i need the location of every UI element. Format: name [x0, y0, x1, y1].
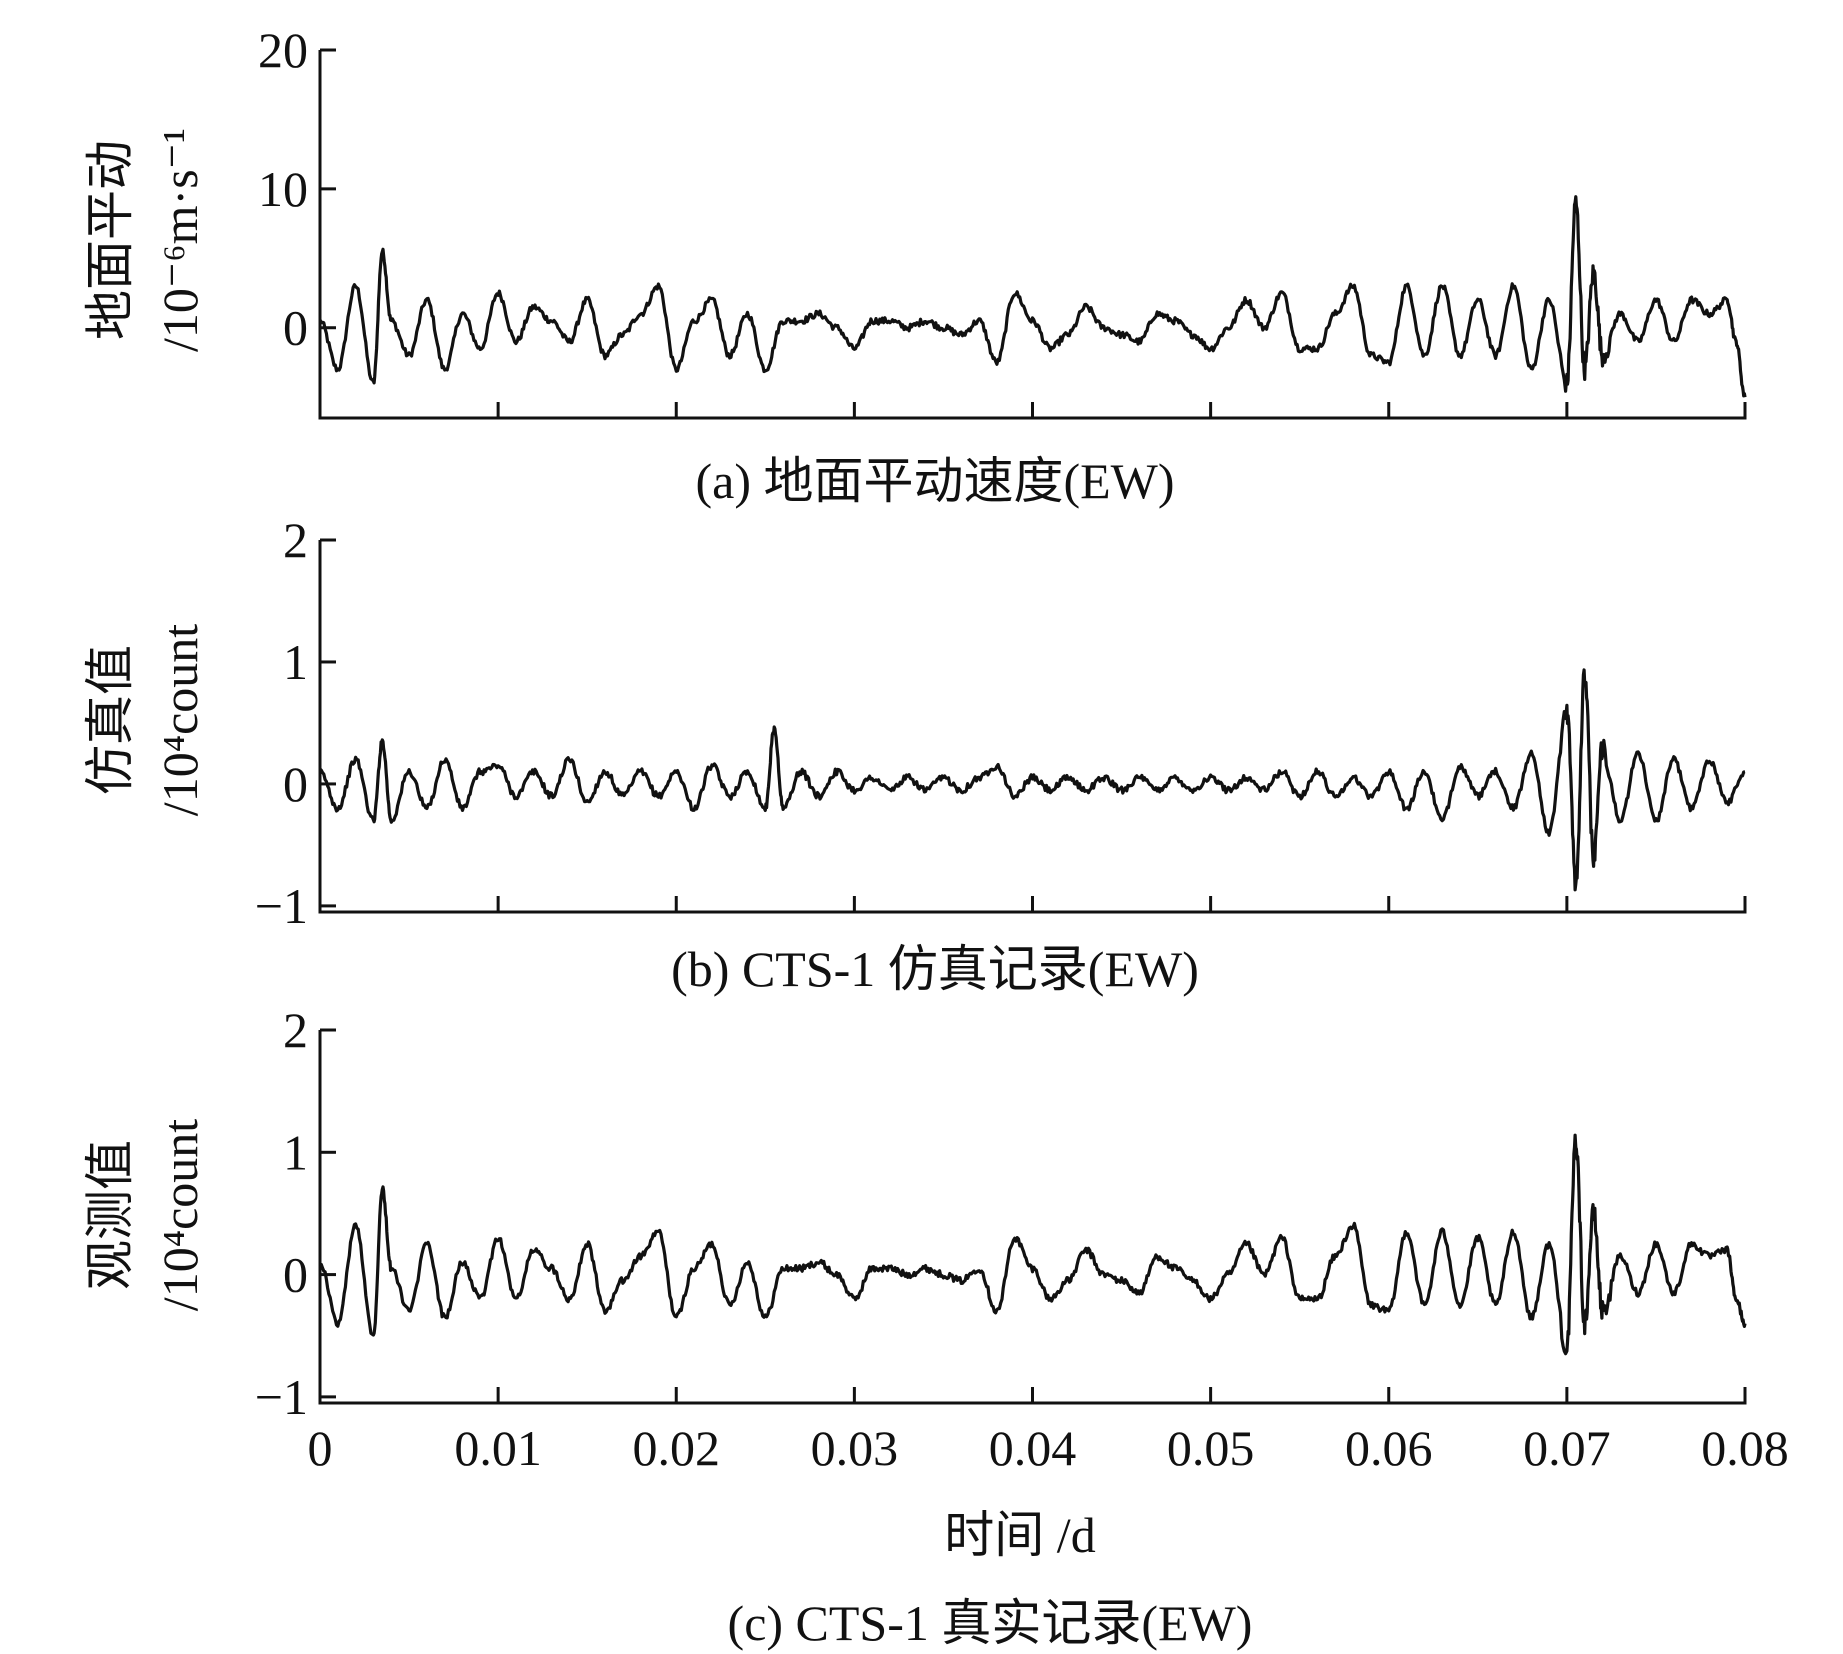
panel-a-axes: [318, 50, 1747, 420]
panel-b-ytick-label: −1: [255, 878, 308, 934]
panel-a-caption: (a) 地面平动速度(EW): [695, 453, 1174, 509]
panel-c: 观测值 /10⁴count 时间 /d (c) CTS-1 真实记录(EW) −…: [82, 1002, 1789, 1651]
panel-c-xtick-label: 0: [308, 1420, 333, 1476]
panel-c-xtick-label: 0.08: [1701, 1420, 1789, 1476]
panel-c-xtick-label: 0.03: [811, 1420, 899, 1476]
panel-c-xtick-label: 0.04: [989, 1420, 1077, 1476]
panel-a: 地面平动 /10⁻⁶m·s⁻¹ (a) 地面平动速度(EW) 0 10 20: [82, 22, 1747, 509]
panel-a-yunit: /10⁻⁶m·s⁻¹: [152, 128, 208, 352]
panel-c-ytick-label: 0: [283, 1247, 308, 1303]
panel-c-axes: [318, 1030, 1747, 1405]
panel-b: 仿真值 /10⁴count (b) CTS-1 仿真记录(EW) −1 0 1 2: [82, 512, 1747, 997]
panel-c-xtick-label: 0.02: [633, 1420, 721, 1476]
panel-b-yunit: /10⁴count: [152, 624, 208, 817]
panel-b-series-line: [318, 668, 1746, 892]
panel-c-caption: (c) CTS-1 真实记录(EW): [728, 1595, 1253, 1651]
panel-a-ytick-label: 10: [258, 161, 308, 217]
panel-c-ytick-label: 2: [283, 1002, 308, 1058]
panel-a-ylabel: 地面平动: [82, 140, 138, 340]
panel-b-ylabel: 仿真值: [82, 645, 138, 795]
panel-b-axes: [318, 540, 1747, 914]
panel-b-ytick-label: 1: [283, 634, 308, 690]
panel-b-caption: (b) CTS-1 仿真记录(EW): [671, 941, 1199, 997]
panel-c-series-line: [319, 1133, 1747, 1356]
panel-c-ytick-label: −1: [255, 1369, 308, 1425]
panel-c-xtick-label: 0.05: [1167, 1420, 1255, 1476]
panel-c-ylabel: 观测值: [82, 1140, 138, 1290]
panel-c-xtick-label: 0.01: [454, 1420, 542, 1476]
panel-c-yunit: /10⁴count: [152, 1119, 208, 1312]
panel-c-xtick-label: 0.07: [1523, 1420, 1611, 1476]
panel-a-ytick-label: 20: [258, 22, 308, 78]
panel-c-xlabel: 时间 /d: [944, 1507, 1095, 1563]
panel-c-ytick-label: 1: [283, 1124, 308, 1180]
panel-c-xtick-label: 0.06: [1345, 1420, 1433, 1476]
panel-b-ytick-label: 0: [283, 756, 308, 812]
panel-a-ytick-label: 0: [283, 300, 308, 356]
panel-b-ytick-label: 2: [283, 512, 308, 568]
panel-a-series-line: [318, 195, 1747, 398]
